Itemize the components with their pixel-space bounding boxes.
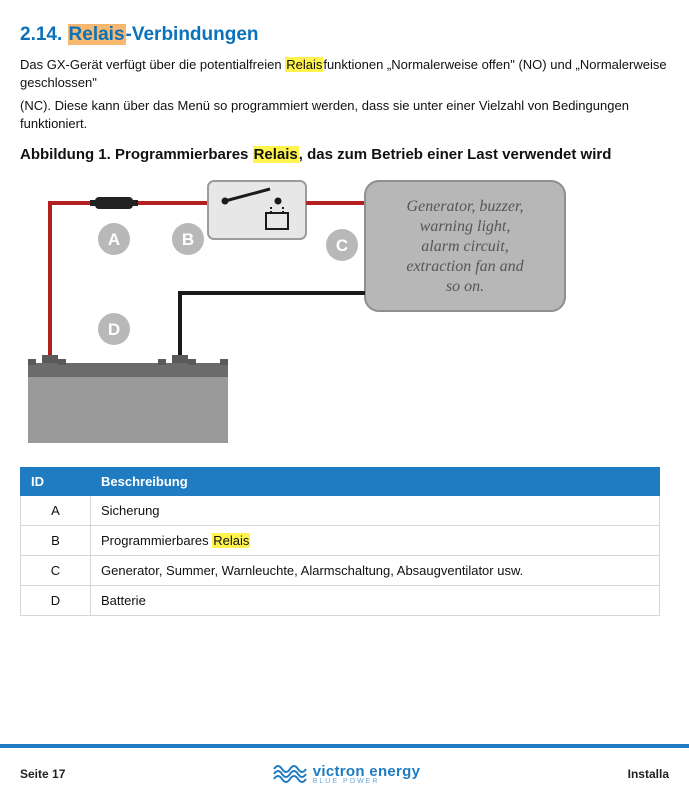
- relais-highlight: Relais: [285, 57, 323, 72]
- page-footer: Seite 17 victron energy BLUE POWER Insta…: [0, 744, 689, 800]
- table-header-desc: Beschreibung: [91, 468, 660, 496]
- table-header-id: ID: [21, 468, 91, 496]
- device-text-line: warning light,: [420, 218, 511, 235]
- table-cell-id: A: [21, 496, 91, 526]
- section-title-suffix: -Verbindungen: [126, 24, 259, 45]
- table-cell-desc: Generator, Summer, Warnleuchte, Alarmsch…: [91, 556, 660, 586]
- wiring-diagram: Generator, buzzer, warning light, alarm …: [20, 173, 620, 453]
- table-cell-id: B: [21, 526, 91, 556]
- section-number: 2.14.: [20, 24, 62, 45]
- relais-highlight: Relais: [212, 533, 250, 548]
- diagram-label-a: A: [108, 230, 120, 249]
- section-heading: 2.14. Relais-Verbindungen: [20, 24, 669, 46]
- diagram-label-d: D: [108, 320, 120, 339]
- relais-highlight: Relais: [253, 146, 299, 163]
- page-number: Seite 17: [20, 767, 65, 781]
- victron-icon: [273, 761, 307, 787]
- diagram-label-c: C: [336, 236, 348, 255]
- table-cell-desc: Programmierbares Relais: [91, 526, 660, 556]
- table-cell-id: D: [21, 586, 91, 616]
- table-row: A Sicherung: [21, 496, 660, 526]
- device-text-line: alarm circuit,: [421, 238, 508, 255]
- footer-right: Installa: [628, 767, 669, 781]
- legend-table: ID Beschreibung A Sicherung B Programmie…: [20, 467, 660, 616]
- device-text-line: extraction fan and: [406, 258, 524, 275]
- section-title-highlight: Relais: [68, 24, 126, 45]
- table-cell-desc: Batterie: [91, 586, 660, 616]
- brand-logo: victron energy BLUE POWER: [273, 761, 421, 787]
- table-cell-id: C: [21, 556, 91, 586]
- diagram-label-b: B: [182, 230, 194, 249]
- intro-paragraph-1: Das GX-Gerät verfügt über die potentialf…: [20, 56, 669, 91]
- figure-caption: Abbildung 1. Programmierbares Relais, da…: [20, 146, 669, 163]
- table-row: C Generator, Summer, Warnleuchte, Alarms…: [21, 556, 660, 586]
- device-text-line: so on.: [446, 278, 484, 295]
- device-text-line: Generator, buzzer,: [407, 198, 524, 215]
- table-row: B Programmierbares Relais: [21, 526, 660, 556]
- intro-paragraph-2: (NC). Diese kann über das Menü so progra…: [20, 97, 669, 132]
- table-cell-desc: Sicherung: [91, 496, 660, 526]
- table-row: D Batterie: [21, 586, 660, 616]
